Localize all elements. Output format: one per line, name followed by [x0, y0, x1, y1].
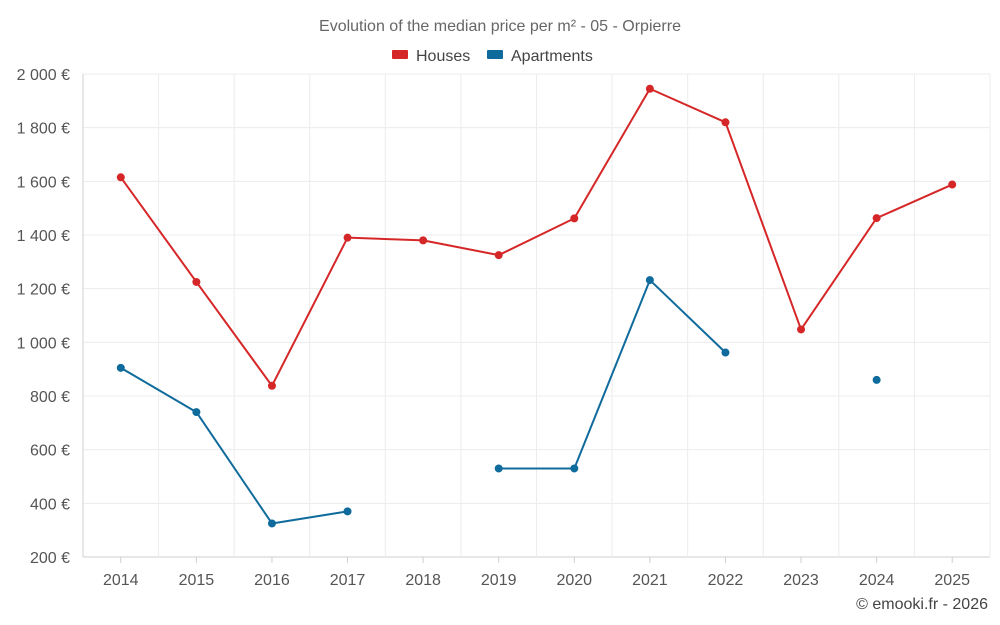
data-point-houses[interactable]	[797, 325, 806, 334]
x-tick-label: 2018	[405, 572, 441, 589]
data-point-houses[interactable]	[570, 214, 579, 223]
series	[116, 84, 957, 528]
x-tick-label: 2024	[859, 572, 895, 589]
x-tick-label: 2019	[481, 572, 517, 589]
y-tick-label: 200 €	[30, 550, 70, 567]
legend: Houses Apartments	[392, 48, 593, 65]
data-point-apartments[interactable]	[721, 348, 730, 357]
series-houses	[116, 84, 957, 390]
data-point-houses[interactable]	[192, 277, 201, 286]
legend-swatch-apartments	[487, 50, 503, 59]
data-point-apartments[interactable]	[645, 276, 654, 285]
data-point-apartments[interactable]	[570, 464, 579, 473]
data-point-apartments[interactable]	[267, 519, 276, 528]
x-axis: 2014 2015 2016 2017 2018 2019 2020 2021 2022 2023…	[103, 557, 970, 589]
y-tick-label: 600 €	[30, 443, 70, 460]
series-line-apartments	[120, 366, 348, 525]
data-point-houses[interactable]	[267, 381, 276, 390]
data-point-apartments[interactable]	[192, 408, 201, 417]
x-tick-label: 2020	[556, 572, 592, 589]
copyright-text: © emooki.fr - 2026	[856, 596, 988, 613]
data-point-houses[interactable]	[419, 236, 428, 245]
data-point-apartments[interactable]	[494, 464, 503, 473]
x-tick-label: 2016	[254, 572, 290, 589]
x-tick-label: 2015	[179, 572, 215, 589]
y-tick-label: 2 000 €	[17, 67, 70, 84]
x-tick-label: 2017	[330, 572, 366, 589]
x-tick-label: 2014	[103, 572, 139, 589]
y-tick-label: 1 000 €	[17, 335, 70, 352]
series-line-apartments	[498, 279, 727, 470]
x-tick-label: 2025	[934, 572, 970, 589]
series-line-houses	[119, 87, 953, 387]
y-axis: 200 € 400 € 600 € 800 € 1 000 € 1 200 € 1 400 …	[17, 67, 70, 567]
series-apartments	[116, 276, 881, 528]
gridlines	[82, 73, 991, 558]
data-point-houses[interactable]	[948, 180, 957, 189]
y-tick-label: 1 600 €	[17, 174, 70, 191]
x-tick-label: 2022	[708, 572, 744, 589]
data-point-houses[interactable]	[494, 251, 503, 260]
data-point-houses[interactable]	[645, 84, 654, 93]
y-tick-label: 800 €	[30, 389, 70, 406]
x-tick-label: 2023	[783, 572, 819, 589]
legend-label-houses[interactable]: Houses	[416, 48, 470, 65]
y-tick-label: 1 400 €	[17, 228, 70, 245]
legend-swatch-houses	[392, 50, 408, 59]
data-point-apartments[interactable]	[872, 375, 881, 384]
data-point-apartments[interactable]	[116, 363, 125, 372]
data-point-houses[interactable]	[872, 214, 881, 223]
y-tick-label: 1 800 €	[17, 121, 70, 138]
legend-label-apartments[interactable]: Apartments	[511, 48, 593, 65]
y-tick-label: 400 €	[30, 496, 70, 513]
data-point-apartments[interactable]	[343, 507, 352, 516]
data-point-houses[interactable]	[343, 233, 352, 242]
data-point-houses[interactable]	[116, 173, 125, 182]
y-tick-label: 1 200 €	[17, 282, 70, 299]
x-tick-label: 2021	[632, 572, 668, 589]
data-point-houses[interactable]	[721, 118, 730, 127]
chart-title: Evolution of the median price per m² - 0…	[319, 18, 681, 35]
